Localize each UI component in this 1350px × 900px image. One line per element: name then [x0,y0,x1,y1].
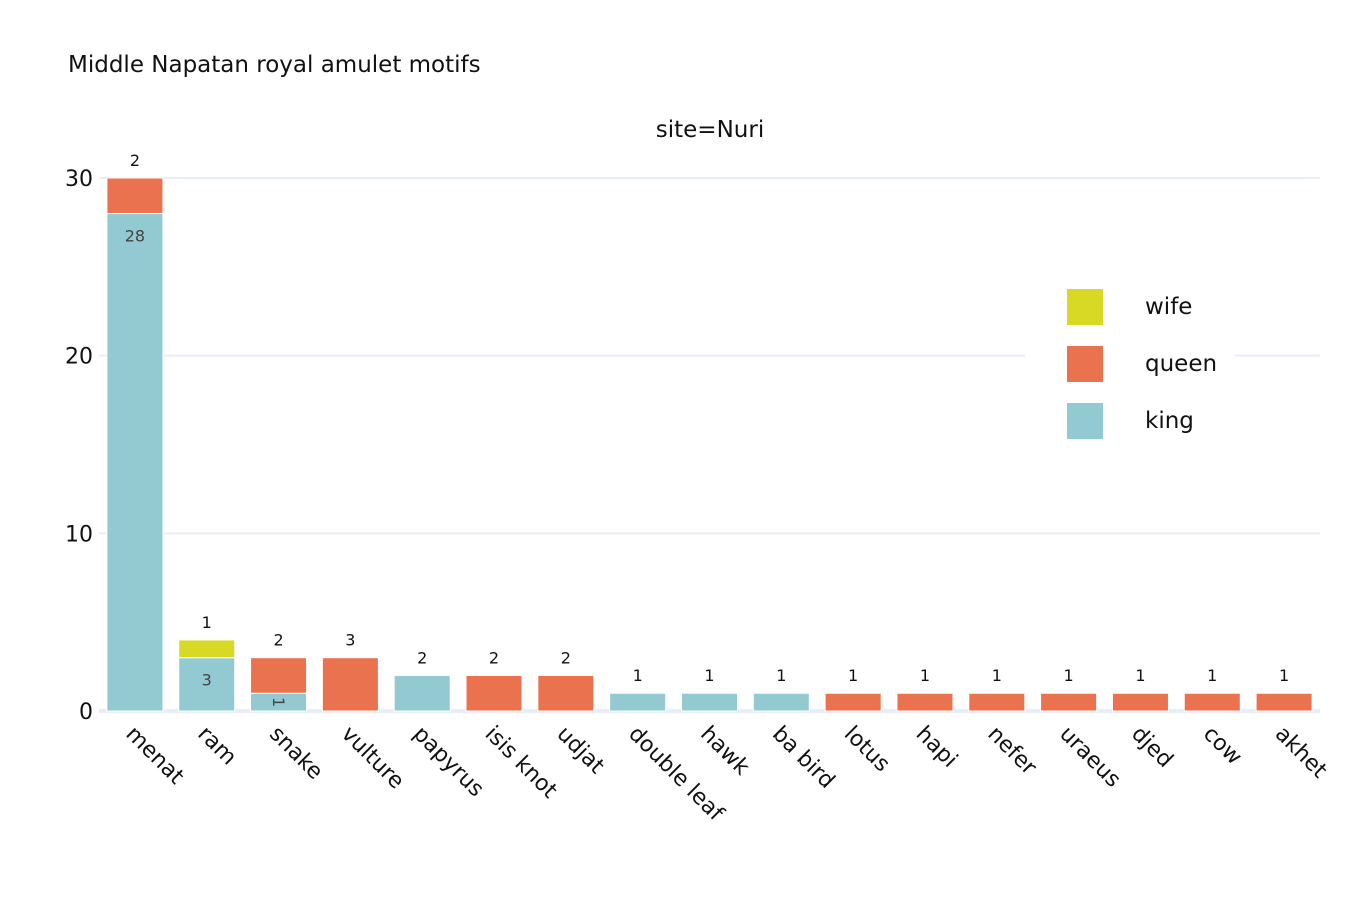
x-tick-label: snake [264,722,327,785]
bars [106,177,1313,712]
bar-value-label: 28 [125,227,145,246]
chart-title: Middle Napatan royal amulet motifs [68,52,481,78]
bar-value-label: 1 [920,666,930,685]
facet-label: site=Nuri [656,117,764,143]
bar-queen[interactable] [968,692,1026,712]
legend-swatch-wife [1067,289,1103,325]
x-tick-label: menat [121,722,189,790]
y-tick-label: 10 [65,522,93,547]
bar-value-label: 1 [704,666,714,685]
legend-item-wife[interactable]: wife [1067,289,1237,325]
legend-swatch-queen [1067,346,1103,382]
x-tick-label: hawk [695,722,754,781]
legend: wife queen king [1025,275,1235,455]
bar-king[interactable] [680,692,739,712]
bar-queen[interactable] [465,674,523,712]
x-tick-label: djed [1126,722,1177,773]
x-tick-label: ba bird [767,722,839,794]
bar-value-label: 2 [130,151,140,170]
bar-value-label: 1 [776,666,786,685]
bar-king[interactable] [393,674,451,712]
bar-king[interactable] [752,692,810,712]
bar-value-label: 2 [561,648,571,667]
x-tick-label: uraeus [1054,722,1125,793]
bar-value-label: 1 [1279,666,1289,685]
y-tick-label: 20 [65,345,93,370]
x-tick-label: udjat [552,722,610,780]
bar-queen[interactable] [106,177,164,215]
x-tick-label: papyrus [408,722,489,803]
bar-king[interactable] [178,657,236,712]
bar-value-label: 1 [1135,666,1145,685]
x-tick-label: cow [1198,722,1246,770]
x-tick-label: isis knot [480,722,562,804]
x-tick-label: vulture [336,722,409,795]
bar-queen[interactable] [824,692,882,712]
bar-queen[interactable] [537,674,595,712]
bar-value-label: 1 [1064,666,1074,685]
bar-queen[interactable] [896,692,954,712]
legend-swatch-king [1067,403,1103,439]
bar-queen[interactable] [1255,692,1313,712]
y-axis: 0 10 20 30 [65,167,93,725]
bar-queen[interactable] [1111,692,1169,712]
bar-value-label: 1 [1207,666,1217,685]
bar-value-label: 3 [202,671,212,690]
bar-value-label: 2 [489,648,499,667]
bar-queen[interactable] [1040,692,1098,712]
bar-value-label: 1 [633,666,643,685]
bar-value-label: 1 [992,666,1002,685]
x-tick-label: nefer [983,722,1042,781]
bar-labels: 28 2 3 1 1 2 3 2 2 2 1 1 1 1 1 1 1 1 1 1 [125,151,1289,707]
bar-value-label: 1 [202,613,212,632]
y-tick-label: 30 [65,167,93,192]
x-tick-label: lotus [839,722,895,778]
bar-queen[interactable] [1183,692,1241,712]
x-tick-label: akhet [1270,722,1332,784]
bar-wife[interactable] [178,639,236,659]
bar-value-label: 2 [417,648,427,667]
bar-king[interactable] [106,213,164,712]
y-tick-label: 0 [79,700,93,725]
bar-queen[interactable] [250,657,308,694]
bar-value-label: 1 [848,666,858,685]
legend-label-queen: queen [1145,351,1218,377]
legend-label-wife: wife [1145,294,1193,320]
legend-item-queen[interactable]: queen [1067,346,1237,382]
x-tick-label: ram [192,722,241,771]
bar-king[interactable] [609,692,667,712]
x-tick-label: hapi [911,722,962,773]
bar-queen[interactable] [321,657,379,712]
legend-item-king[interactable]: king [1067,403,1237,439]
bar-value-label: 1 [269,697,288,707]
bar-value-label: 3 [345,631,355,650]
legend-label-king: king [1145,408,1194,434]
bar-value-label: 2 [273,631,283,650]
